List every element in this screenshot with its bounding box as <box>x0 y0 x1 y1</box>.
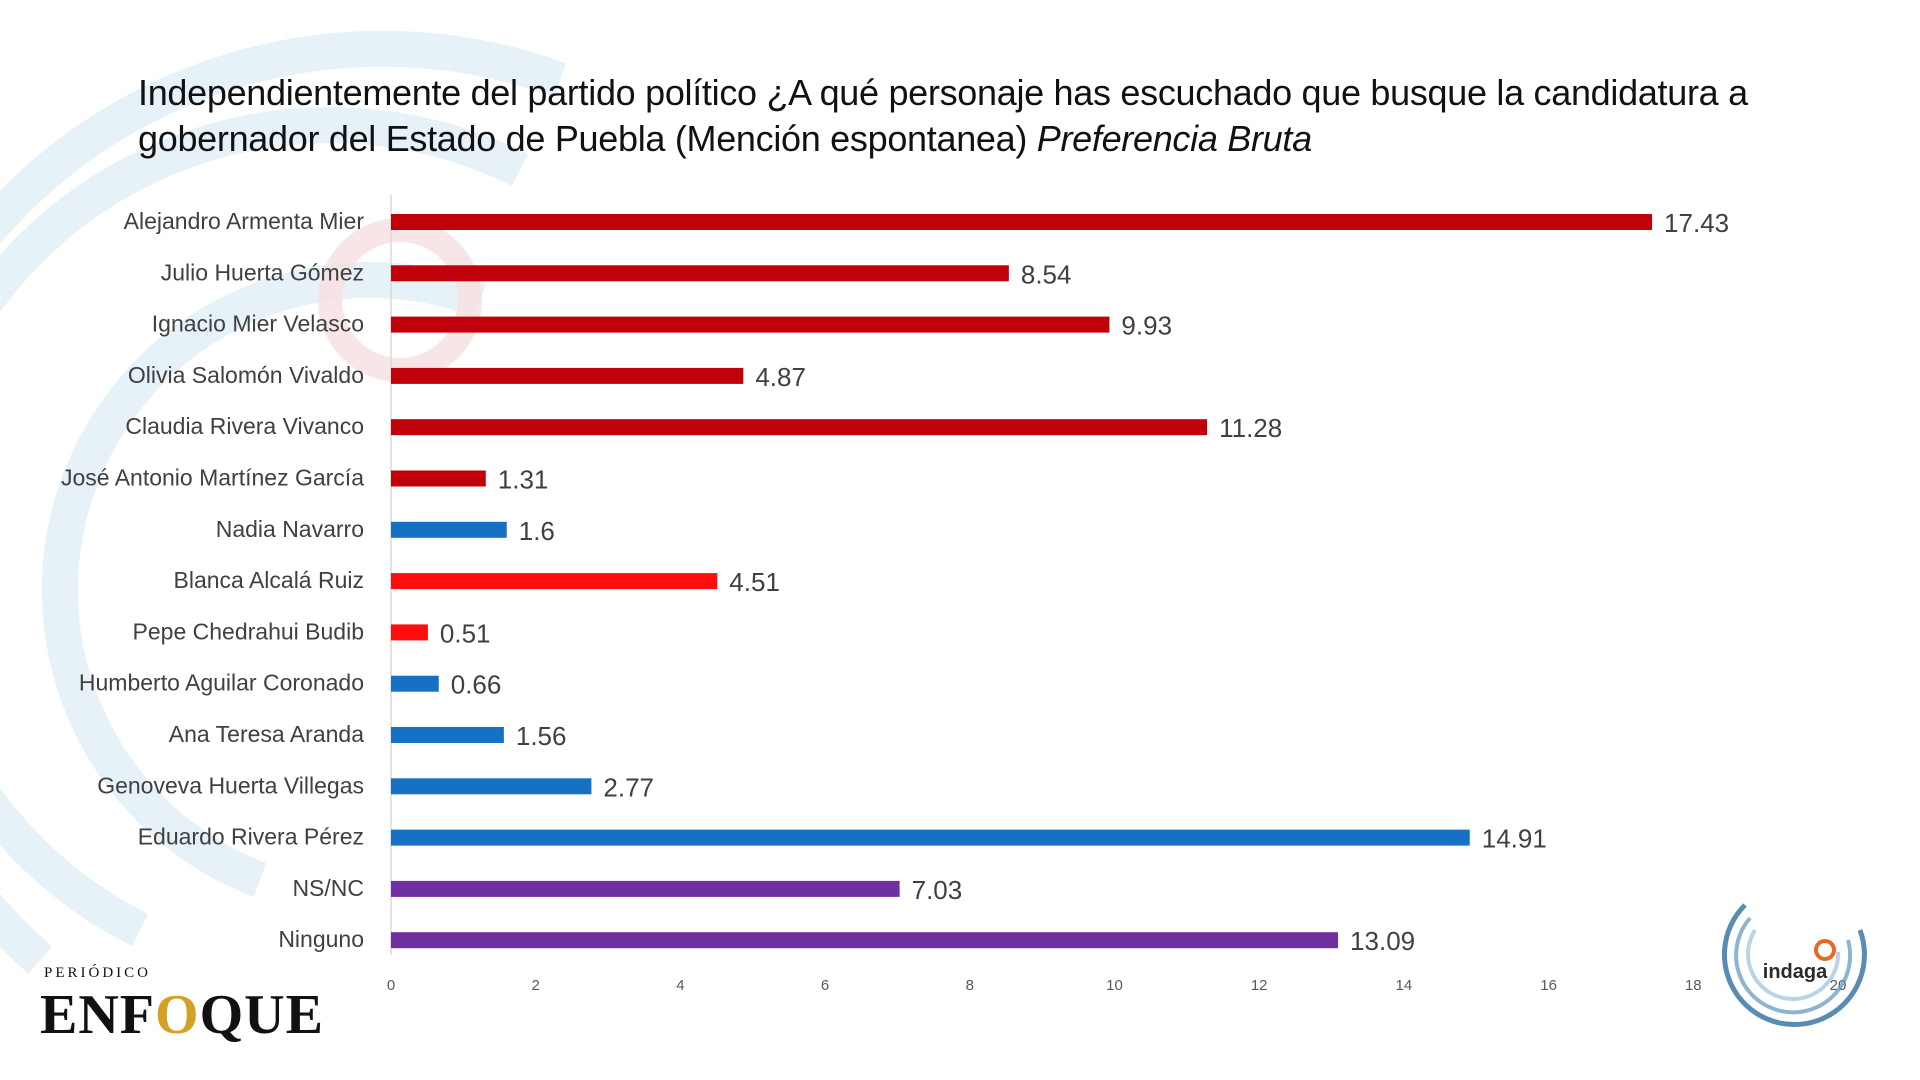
data-label: 1.6 <box>519 516 555 546</box>
category-label: Olivia Salomón Vivaldo <box>128 362 364 388</box>
category-label: Ignacio Mier Velasco <box>152 311 364 337</box>
category-label: Julio Huerta Gómez <box>161 259 364 285</box>
watermark-arc-mid <box>0 107 529 947</box>
data-label: 0.51 <box>440 618 491 648</box>
bar <box>391 675 439 692</box>
category-label: Blanca Alcalá Ruiz <box>174 567 365 593</box>
category-label: Humberto Aguilar Coronado <box>79 670 364 696</box>
bar <box>391 521 507 538</box>
bar <box>391 419 1208 436</box>
x-tick-label: 6 <box>821 977 829 994</box>
indaga-logo-ring-inner <box>1746 928 1841 1001</box>
data-label: 8.54 <box>1021 259 1072 289</box>
x-tick-label: 4 <box>676 977 684 994</box>
bar <box>391 829 1470 846</box>
watermark-arc-outer <box>0 30 567 974</box>
x-tick-label: 2 <box>532 977 540 994</box>
enfoque-wordmark: ENFOQUE <box>40 985 324 1045</box>
bar <box>391 265 1009 282</box>
data-label: 1.31 <box>498 465 549 495</box>
x-tick-label: 12 <box>1251 977 1268 994</box>
category-label: Ana Teresa Aranda <box>169 721 364 747</box>
chart-title-main: Independientemente del partido político … <box>138 72 1748 159</box>
category-label: NS/NC <box>292 875 364 901</box>
category-label: Eduardo Rivera Pérez <box>138 824 364 850</box>
chart-title-emphasis: Preferencia Bruta <box>1036 118 1312 159</box>
category-label: Pepe Chedrahui Budib <box>133 618 364 644</box>
data-label: 14.91 <box>1482 824 1547 854</box>
data-label: 0.66 <box>451 670 502 700</box>
enfoque-wordmark-pre: ENF <box>40 984 155 1046</box>
bar <box>391 932 1339 949</box>
x-tick-label: 18 <box>1685 977 1702 994</box>
x-tick-label: 14 <box>1396 977 1413 994</box>
enfoque-kicker: PERIÓDICO <box>44 965 152 981</box>
x-tick-label: 0 <box>387 977 395 994</box>
data-label: 4.51 <box>729 567 780 597</box>
enfoque-wordmark-o: O <box>155 984 200 1046</box>
data-label: 4.87 <box>755 362 806 392</box>
indaga-logo-ring-mid <box>1734 916 1853 1015</box>
bar <box>391 316 1110 333</box>
bar <box>391 367 744 384</box>
data-label: 17.43 <box>1664 208 1729 238</box>
indaga-logo-text: indaga <box>1763 961 1828 983</box>
indaga-logo: indaga <box>1721 903 1867 1028</box>
x-tick-label: 8 <box>966 977 974 994</box>
enfoque-wordmark-post: QUE <box>199 984 324 1046</box>
data-label: 7.03 <box>912 875 963 905</box>
category-label: Nadia Navarro <box>216 516 364 542</box>
data-label: 2.77 <box>603 772 654 802</box>
bar <box>391 214 1653 230</box>
data-label: 11.28 <box>1219 413 1282 443</box>
data-label: 9.93 <box>1121 311 1172 341</box>
category-label: Genoveva Huerta Villegas <box>97 772 364 798</box>
category-label: José Antonio Martínez García <box>61 465 364 491</box>
x-tick-label: 16 <box>1540 977 1557 994</box>
bar <box>391 624 428 641</box>
category-label: Claudia Rivera Vivanco <box>125 413 364 439</box>
chart-title: Independientemente del partido político … <box>138 70 1878 162</box>
bar <box>391 727 504 743</box>
category-label: Ninguno <box>278 926 364 952</box>
enfoque-logo: PERIÓDICO ENFOQUE <box>40 965 360 1060</box>
category-label: Alejandro Armenta Mier <box>124 208 365 234</box>
x-tick-label: 10 <box>1106 977 1123 994</box>
bar <box>391 573 718 590</box>
data-label: 1.56 <box>516 721 567 751</box>
data-label: 13.09 <box>1350 926 1415 956</box>
indaga-logo-dot <box>1814 939 1836 961</box>
bar <box>391 470 486 487</box>
bar <box>391 778 592 795</box>
indaga-logo-ring-outer <box>1721 903 1867 1028</box>
bar <box>391 880 900 897</box>
